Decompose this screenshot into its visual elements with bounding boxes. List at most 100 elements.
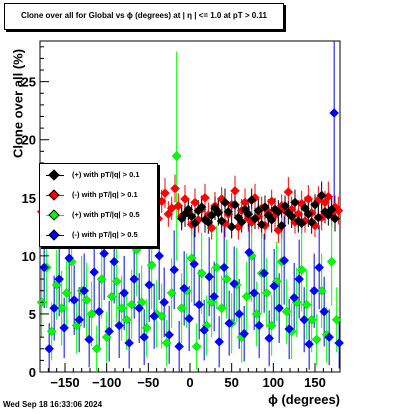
data-point bbox=[223, 206, 234, 217]
data-point bbox=[141, 323, 152, 333]
data-point bbox=[299, 314, 310, 325]
data-point bbox=[324, 332, 335, 343]
x-tick-label: −100 bbox=[92, 375, 121, 390]
data-point bbox=[249, 288, 260, 298]
data-point bbox=[156, 311, 167, 322]
data-point bbox=[203, 217, 214, 228]
data-point bbox=[326, 256, 337, 267]
data-point bbox=[121, 314, 132, 325]
data-point bbox=[56, 303, 67, 313]
legend-label: (+) with pT/|q| > 0.5 bbox=[72, 210, 140, 219]
data-point bbox=[284, 324, 295, 334]
data-point bbox=[243, 209, 254, 219]
data-point bbox=[160, 188, 170, 198]
data-point bbox=[251, 309, 262, 319]
data-point bbox=[283, 187, 294, 197]
data-point bbox=[91, 343, 102, 354]
data-point bbox=[289, 292, 300, 303]
data-point bbox=[301, 299, 312, 310]
data-point bbox=[313, 212, 324, 223]
y-axis-ticks: 0 5 10 15 20 25 bbox=[22, 46, 49, 380]
data-point bbox=[86, 309, 97, 319]
data-point bbox=[241, 291, 252, 302]
data-point bbox=[119, 288, 130, 298]
data-point bbox=[104, 326, 115, 337]
data-point bbox=[199, 325, 210, 336]
data-point bbox=[96, 274, 107, 284]
data-point bbox=[303, 194, 314, 204]
data-point bbox=[69, 295, 80, 305]
y-axis-label: Clone over all (%) bbox=[10, 48, 26, 159]
data-point bbox=[290, 197, 300, 208]
data-point bbox=[166, 288, 177, 298]
data-point bbox=[260, 202, 270, 212]
data-point bbox=[49, 303, 60, 313]
data-point bbox=[156, 196, 167, 207]
data-point bbox=[219, 262, 230, 273]
legend-marker bbox=[48, 229, 60, 241]
data-point bbox=[99, 248, 110, 259]
data-point bbox=[94, 306, 105, 317]
legend-label: (+) with pT/|q| > 0.1 bbox=[72, 170, 140, 179]
data-point bbox=[269, 281, 280, 291]
data-point bbox=[134, 303, 145, 313]
data-point bbox=[106, 291, 117, 302]
data-point bbox=[229, 278, 240, 289]
data-point bbox=[264, 333, 275, 344]
chart-title-box: Clone over all for Global vs ϕ (degrees)… bbox=[4, 3, 284, 30]
data-point bbox=[259, 268, 270, 279]
data-point bbox=[59, 323, 70, 333]
data-point bbox=[236, 217, 247, 228]
data-point bbox=[200, 192, 210, 203]
data-point bbox=[304, 339, 315, 349]
data-point bbox=[334, 338, 345, 348]
legend-marker bbox=[48, 209, 60, 221]
data-point bbox=[306, 314, 317, 325]
data-point bbox=[190, 197, 200, 208]
legend-item-minus-01: (-) with pT/|q| > 0.1 bbox=[40, 186, 157, 206]
data-point bbox=[214, 336, 225, 347]
data-point bbox=[296, 218, 307, 229]
data-point bbox=[230, 199, 240, 210]
legend-item-plus-01: (+) with pT/|q| > 0.1 bbox=[40, 166, 157, 186]
data-point bbox=[254, 320, 265, 331]
data-point bbox=[146, 260, 157, 271]
data-point bbox=[286, 211, 297, 222]
data-point bbox=[276, 220, 287, 231]
x-tick-label: −150 bbox=[50, 375, 79, 390]
data-point bbox=[329, 108, 340, 118]
data-point bbox=[173, 201, 184, 211]
data-point bbox=[216, 303, 227, 313]
data-point bbox=[250, 213, 260, 224]
data-point bbox=[209, 291, 220, 302]
data-point bbox=[161, 338, 172, 348]
data-point bbox=[261, 288, 272, 298]
data-point bbox=[139, 332, 150, 343]
data-point bbox=[279, 255, 290, 266]
data-point bbox=[64, 253, 75, 264]
data-point bbox=[171, 151, 182, 161]
data-point bbox=[244, 247, 255, 258]
data-point bbox=[54, 274, 65, 284]
data-point bbox=[211, 262, 222, 273]
data-point bbox=[61, 288, 72, 298]
data-point bbox=[280, 201, 290, 211]
x-tick-label: 0 bbox=[186, 375, 193, 390]
data-point bbox=[273, 206, 284, 217]
data-point bbox=[174, 341, 185, 352]
data-point bbox=[144, 280, 155, 290]
legend-item-minus-05: (-) with pT/|q| > 0.5 bbox=[40, 226, 157, 246]
data-point bbox=[326, 204, 337, 215]
data-point bbox=[180, 194, 190, 204]
data-point bbox=[294, 274, 305, 284]
data-point bbox=[176, 303, 187, 313]
data-point bbox=[194, 299, 205, 310]
data-point bbox=[253, 205, 264, 216]
y-tick-label: 15 bbox=[22, 191, 36, 206]
data-point bbox=[314, 262, 325, 273]
data-point bbox=[330, 213, 340, 224]
data-point bbox=[109, 256, 120, 267]
chart-title: Clone over all for Global vs ϕ (degrees)… bbox=[21, 11, 267, 20]
data-point bbox=[184, 313, 195, 324]
legend-label: (-) with pT/|q| > 0.5 bbox=[72, 230, 138, 239]
